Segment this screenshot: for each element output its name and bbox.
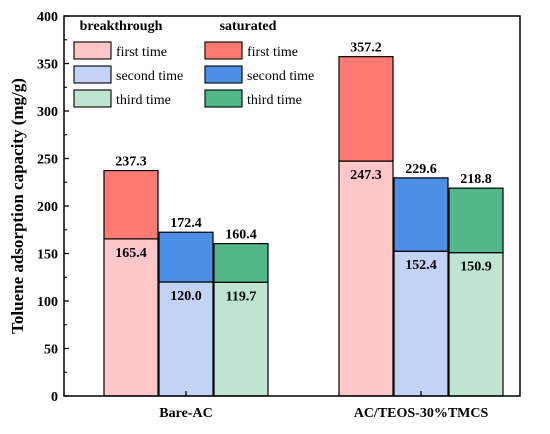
legend-label-1-2: second time xyxy=(116,69,183,84)
bar-saturated-1-1 xyxy=(103,169,159,240)
legend-title-1: breakthrough xyxy=(80,19,163,34)
legend-label-1-3: third time xyxy=(116,93,171,108)
legend-swatch-1-1 xyxy=(73,41,112,60)
y-tick-label-250: 250 xyxy=(37,153,58,168)
legend-title-2: saturated xyxy=(220,19,277,34)
y-tick-label-200: 200 xyxy=(37,200,58,215)
label-saturated-1-2: 172.4 xyxy=(170,216,202,231)
label-saturated-2-2: 229.6 xyxy=(405,162,437,177)
y-tick-label-0: 0 xyxy=(51,390,58,405)
x-tick-label-2: AC/TEOS-30%TMCS xyxy=(354,406,489,421)
legend-swatch-1-3 xyxy=(73,89,112,108)
legend-label-2-2: second time xyxy=(247,69,314,84)
bar-saturated-1-2 xyxy=(158,231,214,283)
bar-saturated-1-3 xyxy=(213,243,269,283)
y-axis-label: Toluene adsorption capacity (mg/g) xyxy=(8,78,27,334)
label-breakthrough-1-1: 165.4 xyxy=(115,246,147,261)
y-tick-label-350: 350 xyxy=(37,58,58,73)
label-breakthrough-2-3: 150.9 xyxy=(460,260,492,275)
bar-breakthrough-2-3 xyxy=(448,252,504,397)
legend-swatch-2-2 xyxy=(204,65,243,84)
bar-saturated-2-2 xyxy=(393,177,449,252)
label-saturated-1-3: 160.4 xyxy=(225,228,257,243)
legend-label-2-1: first time xyxy=(247,45,298,60)
y-tick-label-400: 400 xyxy=(37,10,58,25)
y-tick-label-50: 50 xyxy=(44,343,58,358)
legend-label-2-3: third time xyxy=(247,93,302,108)
label-breakthrough-2-2: 152.4 xyxy=(405,258,437,273)
label-breakthrough-2-1: 247.3 xyxy=(350,168,382,183)
y-tick-label-300: 300 xyxy=(37,105,58,120)
bar-breakthrough-1-1 xyxy=(103,238,159,397)
label-breakthrough-1-2: 120.0 xyxy=(170,289,202,304)
bar-saturated-2-1 xyxy=(338,56,394,162)
x-tick-label-1: Bare-AC xyxy=(159,406,212,421)
label-breakthrough-1-3: 119.7 xyxy=(226,289,257,304)
bar-breakthrough-1-3 xyxy=(213,281,269,397)
y-tick-label-100: 100 xyxy=(37,295,58,310)
bar-saturated-2-3 xyxy=(448,187,504,254)
y-tick-label-150: 150 xyxy=(37,248,58,263)
legend-label-1-1: first time xyxy=(116,45,167,60)
label-saturated-2-3: 218.8 xyxy=(460,172,492,187)
legend-swatch-2-1 xyxy=(204,41,243,60)
bar-breakthrough-1-2 xyxy=(158,281,214,397)
legend-swatch-2-3 xyxy=(204,89,243,108)
label-saturated-1-1: 237.3 xyxy=(115,155,147,170)
label-saturated-2-1: 357.2 xyxy=(350,41,382,56)
bar-breakthrough-2-1 xyxy=(338,160,394,397)
legend-swatch-1-2 xyxy=(73,65,112,84)
